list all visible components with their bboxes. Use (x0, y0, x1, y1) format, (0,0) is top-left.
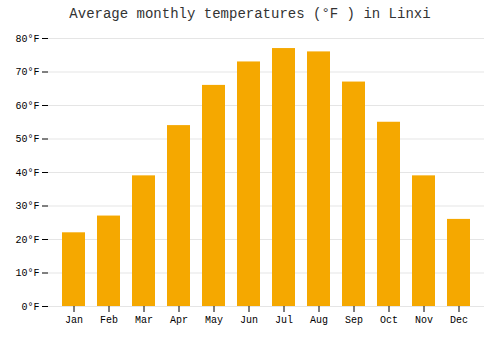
svg-text:Jan: Jan (65, 315, 83, 326)
svg-text:20°F: 20°F (15, 235, 39, 246)
svg-text:Apr: Apr (170, 315, 188, 326)
svg-text:0°F: 0°F (21, 302, 39, 313)
svg-text:60°F: 60°F (15, 101, 39, 112)
svg-text:Dec: Dec (450, 315, 468, 326)
svg-text:50°F: 50°F (15, 134, 39, 145)
svg-text:Aug: Aug (310, 315, 328, 326)
html-text:Average monthly temperatures (: Average monthly temperatures (°F ) in Li… (69, 6, 431, 22)
svg-text:Sep: Sep (345, 315, 363, 326)
svg-text:10°F: 10°F (15, 268, 39, 279)
svg-text:Nov: Nov (415, 315, 433, 326)
svg-text:80°F: 80°F (15, 34, 39, 45)
svg-text:Jul: Jul (275, 315, 293, 326)
svg-text:Oct: Oct (380, 315, 398, 326)
svg-text:Jun: Jun (240, 315, 258, 326)
svg-text:30°F: 30°F (15, 201, 39, 212)
svg-text:Feb: Feb (100, 315, 118, 326)
svg-text:70°F: 70°F (15, 67, 39, 78)
svg-text:40°F: 40°F (15, 168, 39, 179)
svg-text:Mar: Mar (135, 315, 153, 326)
svg-text:May: May (205, 315, 223, 326)
